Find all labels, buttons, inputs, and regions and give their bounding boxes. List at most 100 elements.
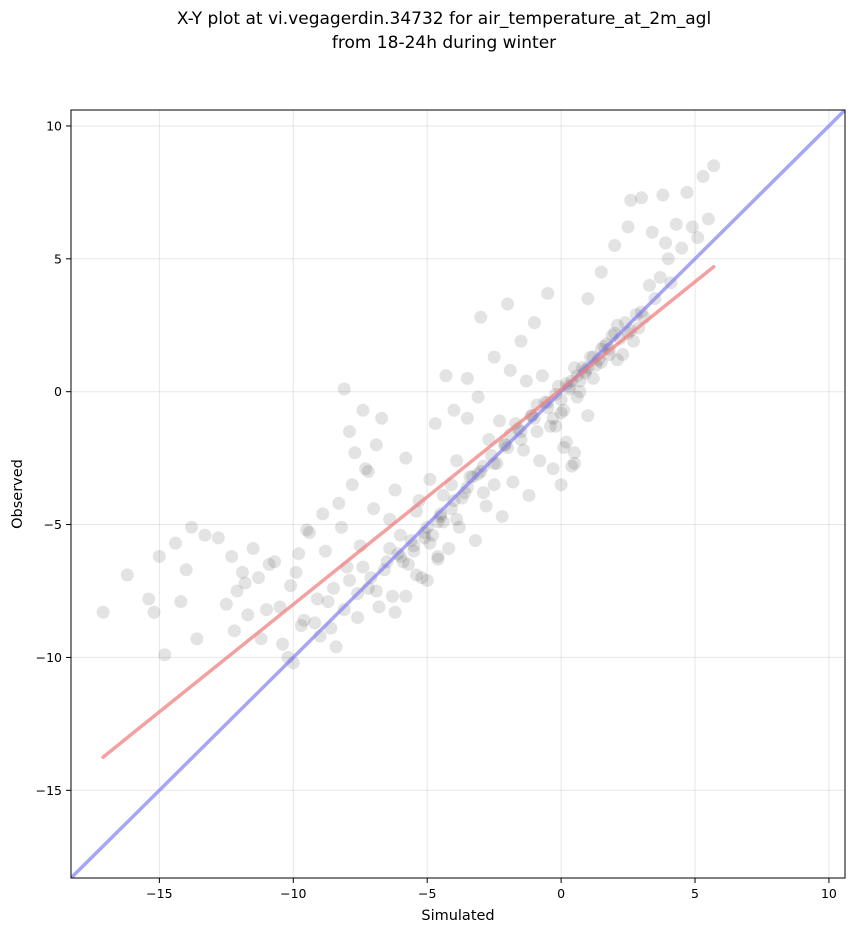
plot-area-frame xyxy=(70,109,846,879)
data-point xyxy=(675,241,689,255)
data-point xyxy=(329,640,343,654)
data-point xyxy=(495,510,509,524)
data-point xyxy=(418,531,432,545)
data-point xyxy=(351,611,365,625)
reference-lines xyxy=(71,110,845,878)
y-tick-label: 5 xyxy=(54,251,62,266)
data-point xyxy=(318,544,332,558)
data-point xyxy=(562,379,576,393)
data-point xyxy=(268,555,282,569)
data-point xyxy=(407,544,421,558)
data-point xyxy=(501,297,515,311)
data-point xyxy=(642,278,656,292)
data-point xyxy=(401,557,415,571)
data-point xyxy=(262,557,276,571)
data-point xyxy=(431,549,445,563)
data-point xyxy=(434,507,448,521)
data-point xyxy=(436,488,450,502)
data-point xyxy=(399,451,413,465)
data-point xyxy=(308,616,322,630)
data-point xyxy=(142,592,156,606)
data-point xyxy=(450,512,464,526)
data-point xyxy=(506,475,520,489)
chart-title-line2: from 18-24h during winter xyxy=(332,33,556,53)
data-point xyxy=(179,563,193,577)
data-point xyxy=(626,334,640,348)
data-point xyxy=(608,239,622,253)
data-point xyxy=(375,411,389,425)
data-point xyxy=(230,584,244,598)
data-point xyxy=(479,499,493,513)
data-point xyxy=(168,536,182,550)
data-point xyxy=(527,316,541,330)
data-point xyxy=(227,624,241,638)
data-point xyxy=(624,193,638,207)
data-point xyxy=(388,605,402,619)
data-point xyxy=(174,595,188,609)
data-point xyxy=(460,411,474,425)
data-point xyxy=(364,571,378,585)
data-point xyxy=(420,573,434,587)
data-point xyxy=(385,589,399,603)
data-point xyxy=(251,571,265,585)
data-point xyxy=(152,549,166,563)
data-point xyxy=(530,425,544,439)
data-point xyxy=(594,265,608,279)
y-axis-label: Observed xyxy=(10,459,26,529)
data-point xyxy=(235,565,249,579)
data-point xyxy=(568,446,582,460)
y-tick-label: −15 xyxy=(36,783,62,798)
data-point xyxy=(423,536,437,550)
data-point xyxy=(621,220,635,234)
data-point xyxy=(284,579,298,593)
data-point xyxy=(348,446,362,460)
data-point xyxy=(514,334,528,348)
y-tick-label: −5 xyxy=(44,517,62,532)
data-point xyxy=(409,568,423,582)
data-point xyxy=(377,563,391,577)
data-point xyxy=(471,390,485,404)
data-point xyxy=(610,353,624,367)
data-point xyxy=(522,488,536,502)
data-point xyxy=(487,350,501,364)
data-point xyxy=(289,565,303,579)
data-point xyxy=(276,637,290,651)
data-point xyxy=(549,419,563,433)
axis-ticks: −15 −10 −5 0 5 10 −15 −10 −5 0 5 10 xyxy=(36,118,837,901)
x-tick-label: −5 xyxy=(418,886,436,901)
data-point xyxy=(498,438,512,452)
data-point xyxy=(661,252,675,266)
data-point xyxy=(428,417,442,431)
data-point xyxy=(691,231,705,245)
data-point xyxy=(685,220,699,234)
x-tick-label: 10 xyxy=(821,886,837,901)
data-point xyxy=(158,648,172,662)
data-point xyxy=(369,584,383,598)
x-tick-label: −10 xyxy=(280,886,306,901)
data-point xyxy=(294,619,308,633)
data-point xyxy=(533,454,547,468)
data-point xyxy=(310,592,324,606)
data-point xyxy=(337,603,351,617)
data-point xyxy=(254,632,268,646)
data-point xyxy=(450,454,464,468)
data-point xyxy=(300,523,314,537)
data-point xyxy=(554,406,568,420)
data-point xyxy=(546,462,560,476)
data-point xyxy=(568,361,582,375)
y-tick-label: 10 xyxy=(46,118,62,133)
data-point xyxy=(707,159,721,173)
data-point xyxy=(436,515,450,529)
data-point xyxy=(372,600,386,614)
data-point xyxy=(388,483,402,497)
data-point xyxy=(343,573,357,587)
data-point xyxy=(345,478,359,492)
data-point xyxy=(452,520,466,534)
data-point xyxy=(302,526,316,540)
data-point xyxy=(393,528,407,542)
data-point xyxy=(359,462,373,476)
data-point xyxy=(297,613,311,627)
data-point xyxy=(498,438,512,452)
data-point xyxy=(474,310,488,324)
